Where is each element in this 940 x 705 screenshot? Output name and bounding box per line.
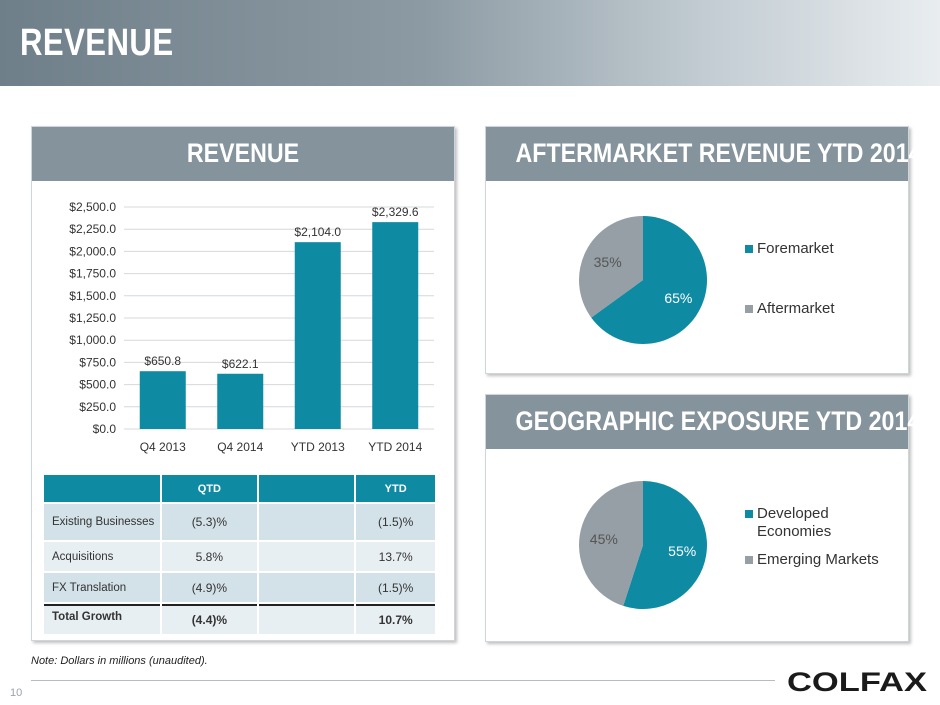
qtd-cell: (5.3)% [161,504,258,540]
bar [217,373,264,429]
y-tick-label: $2,250.0 [69,222,116,236]
data-label: $622.1 [222,357,259,371]
y-tick-label: $2,500.0 [69,200,116,214]
revenue-panel-title: REVENUE [186,138,300,168]
qtd-cell: (4.4)% [161,604,258,634]
legend-swatch [745,510,753,518]
table-row: FX Translation (4.9)% (1.5)% [44,573,435,602]
table-row: Existing Businesses (5.3)% (1.5)% [44,504,435,540]
spacer-cell [259,604,355,634]
legend-label-line: Developed [757,505,829,522]
pie-slice [623,481,707,609]
revenue-panel: REVENUE $0.0 $250.0 $500.0 $750.0 $1,000.0 $1… [31,126,455,641]
title-banner: REVENUE [0,0,940,86]
legend-swatch [745,245,753,253]
qtd-cell: (4.9)% [161,573,258,602]
pie-data-label: 35% [594,254,622,270]
revenue-panel-header: REVENUE [32,127,454,181]
y-tick-label: $0.0 [93,422,117,436]
table-row-total: Total Growth (4.4)% 10.7% [44,604,435,634]
geo-panel-title: GEOGRAPHIC EXPOSURE YTD 2014 [515,406,921,436]
x-tick-label: YTD 2013 [291,440,345,454]
aftermarket-pie-chart: 65% 35% Foremarket Aftermarket [579,216,835,344]
table-header-row: QTD YTD [44,475,435,502]
y-tick-label: $1,500.0 [69,289,116,303]
legend-swatch [745,556,753,564]
ytd-cell: 13.7% [356,542,435,571]
table-header-cell [44,475,160,502]
colfax-logo: COLFAX [787,669,927,693]
row-label: FX Translation [44,573,160,602]
ytd-cell: (1.5)% [356,573,435,602]
table-header-cell [259,475,355,502]
x-tick-label: Q4 2014 [217,440,263,454]
revenue-bar-chart: $0.0 $250.0 $500.0 $750.0 $1,000.0 $1,250.0 $1… [69,200,434,454]
ytd-cell: 10.7% [356,604,435,634]
row-label: Total Growth [44,604,160,634]
y-tick-label: $500.0 [79,378,116,392]
pie-data-label: 55% [668,543,696,559]
data-label: $650.8 [144,354,181,368]
y-tick-label: $2,000.0 [69,244,116,258]
legend-label-line: Economies [757,523,831,540]
footer-divider [31,680,775,681]
legend-label: Developed Economies [757,505,831,540]
pie-slice [579,216,643,318]
pie-slice [579,481,643,606]
row-label: Acquisitions [44,542,160,571]
ytd-cell: (1.5)% [356,504,435,540]
spacer-cell [259,542,355,571]
pie-data-label: 65% [664,290,692,306]
slide-title: REVENUE [20,22,174,64]
y-tick-label: $250.0 [79,400,116,414]
legend-label: Aftermarket [757,300,835,317]
aftermarket-panel: AFTERMARKET REVENUE YTD 2014 65% 35% Forem… [485,126,922,374]
legend-swatch [745,305,753,313]
x-tick-label: YTD 2014 [368,440,422,454]
table-header-cell: QTD [161,475,258,502]
bar [294,242,341,429]
bar [372,222,419,429]
aftermarket-panel-header: AFTERMARKET REVENUE YTD 2014 [486,127,922,181]
y-tick-label: $1,250.0 [69,311,116,325]
spacer-cell [259,573,355,602]
pie-data-label: 45% [590,531,618,547]
qtd-cell: 5.8% [161,542,258,571]
legend-label: Emerging Markets [757,551,879,568]
pie-slice [591,216,707,344]
row-label: Existing Businesses [44,504,160,540]
x-tick-label: Q4 2013 [140,440,186,454]
table-header-cell: YTD [356,475,435,502]
footnote: Note: Dollars in millions (unaudited). [31,655,208,667]
page-number: 10 [10,687,23,699]
bar [139,371,186,429]
logo-text: COLFAX [787,669,927,693]
data-label: $2,329.6 [372,205,419,219]
geo-panel: GEOGRAPHIC EXPOSURE YTD 2014 55% 45% Devel… [485,394,921,642]
aftermarket-panel-title: AFTERMARKET REVENUE YTD 2014 [515,138,922,168]
table-row: Acquisitions 5.8% 13.7% [44,542,435,571]
y-tick-label: $750.0 [79,355,116,369]
y-tick-label: $1,000.0 [69,333,116,347]
data-label: $2,104.0 [294,225,341,239]
legend-label: Foremarket [757,240,835,257]
growth-table: QTD YTD Existing Businesses (5.3)% (1.5)… [42,473,437,636]
geo-panel-header: GEOGRAPHIC EXPOSURE YTD 2014 [486,395,921,449]
y-tick-label: $1,750.0 [69,267,116,281]
geographic-pie-chart: 55% 45% Developed Economies Emerging Markets [579,481,879,609]
spacer-cell [259,504,355,540]
